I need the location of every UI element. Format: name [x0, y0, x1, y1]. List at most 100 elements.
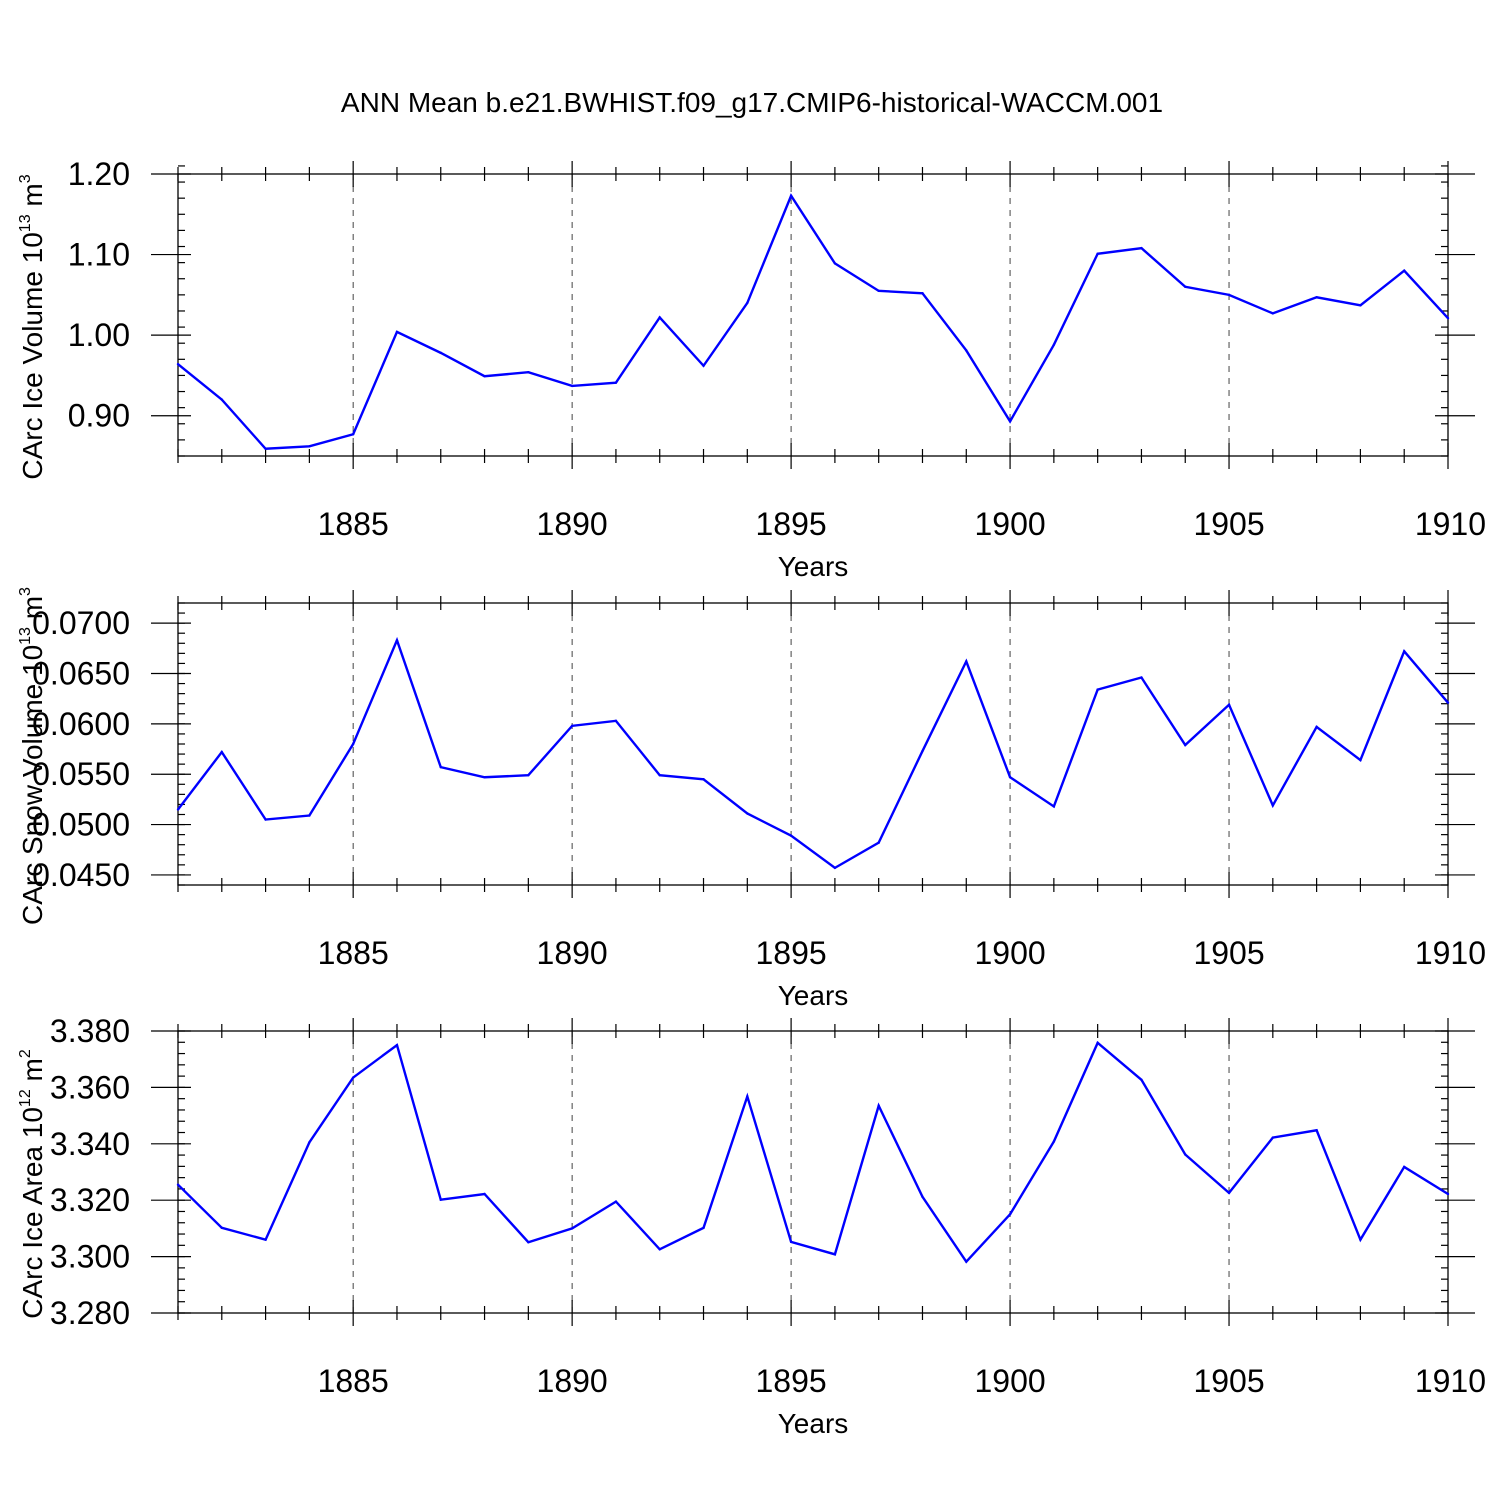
data-point [1315, 725, 1318, 729]
data-point [1315, 296, 1318, 299]
data-point [789, 194, 793, 197]
data-point [614, 1200, 618, 1203]
y-tick-label: 3.360 [50, 1069, 130, 1105]
data-point [1096, 688, 1099, 691]
y-tick-label: 0.0600 [32, 706, 130, 742]
plot-frame [177, 1030, 1449, 1314]
data-point [1008, 420, 1012, 423]
data-point [1184, 743, 1187, 747]
data-point [965, 1260, 968, 1263]
y-tick-label: 0.90 [68, 398, 130, 434]
data-point [658, 1248, 661, 1251]
data-point [220, 398, 223, 401]
data-point [921, 1195, 924, 1199]
data-point [965, 349, 968, 352]
data-point [702, 778, 705, 781]
x-tick-label: 1900 [974, 1363, 1045, 1399]
data-point [1184, 1153, 1187, 1156]
data-point [1140, 246, 1143, 250]
data-point [351, 742, 355, 746]
data-point [1403, 650, 1406, 653]
x-tick-label: 1890 [537, 935, 608, 971]
data-point [877, 289, 880, 293]
data-point [1008, 776, 1012, 779]
data-point [176, 1183, 180, 1186]
data-point [921, 749, 924, 753]
series-line [177, 1040, 1449, 1264]
y-tick-label: 0.0500 [32, 807, 130, 843]
data-point [1052, 805, 1056, 808]
series-line [177, 193, 1449, 450]
data-point [220, 1226, 223, 1230]
x-tick-label: 1885 [318, 935, 389, 971]
data-point [877, 1104, 880, 1107]
data-point [395, 330, 399, 334]
y-tick-label: 0.0550 [32, 756, 130, 792]
data-point [614, 719, 618, 723]
data-point [1446, 1192, 1450, 1196]
y-axis-title: CArc Ice Area 1012 m2 [17, 1049, 48, 1319]
data-point [789, 834, 793, 837]
data-point [351, 433, 355, 436]
data-point [483, 375, 486, 378]
data-point [483, 1192, 486, 1196]
data-point [570, 1227, 574, 1230]
data-point [1271, 804, 1275, 807]
y-tick-label: 1.10 [68, 237, 130, 273]
data-point [1008, 1213, 1012, 1216]
series-line [177, 636, 1449, 870]
data-point [351, 1076, 355, 1079]
data-point [1227, 703, 1231, 706]
data-point [1403, 1165, 1406, 1169]
data-point [308, 445, 311, 448]
x-tick-label: 1885 [318, 506, 389, 542]
data-point [1227, 293, 1231, 297]
data-point [921, 292, 924, 295]
x-tick-label: 1885 [318, 1363, 389, 1399]
x-tick-label: 1910 [1415, 935, 1486, 971]
data-point [220, 750, 223, 754]
y-tick-label: 3.380 [50, 1013, 130, 1049]
y-tick-label: 0.0450 [32, 857, 130, 893]
data-point [1359, 1238, 1362, 1241]
data-point [877, 841, 880, 844]
data-point [833, 866, 837, 870]
x-tick-label: 1895 [756, 1363, 827, 1399]
y-tick-label: 0.0650 [32, 656, 130, 692]
data-point [1359, 304, 1362, 307]
data-point [746, 812, 749, 815]
y-tick-label: 3.300 [50, 1239, 130, 1275]
data-point [1096, 252, 1099, 255]
data-point [527, 1241, 530, 1244]
data-point [264, 818, 267, 821]
y-tick-label: 1.20 [68, 156, 130, 192]
data-point [1140, 1078, 1143, 1081]
y-tick-label: 3.320 [50, 1182, 130, 1218]
data-point [1052, 343, 1056, 347]
plot-frame [177, 173, 1449, 457]
y-axis-title: CArc Ice Volume 1013 m3 [17, 174, 48, 479]
data-point [1446, 317, 1450, 320]
data-point [1096, 1041, 1099, 1045]
data-point [1184, 285, 1187, 288]
data-point [1227, 1191, 1231, 1195]
plot-frame [177, 602, 1449, 886]
x-tick-label: 1890 [537, 506, 608, 542]
data-point [1052, 1140, 1056, 1143]
x-tick-label: 1895 [756, 506, 827, 542]
y-tick-label: 0.0700 [32, 605, 130, 641]
panel-ice-volume: 0.90 1.00 1.10 1.20 1885 1890 1895 1900 1905 1910… [17, 156, 1486, 582]
x-axis-title: Years [778, 980, 849, 1011]
data-point [614, 381, 618, 384]
data-point [439, 1198, 442, 1201]
data-point [439, 351, 442, 355]
data-point [833, 262, 837, 265]
data-point [702, 1226, 705, 1230]
data-point [1140, 676, 1143, 679]
figure-title: ANN Mean b.e21.BWHIST.f09_g17.CMIP6-hist… [341, 87, 1163, 118]
data-point [176, 362, 180, 366]
y-tick-label: 3.280 [50, 1295, 130, 1331]
data-point [395, 1043, 399, 1047]
data-point [658, 774, 661, 777]
data-point [658, 316, 661, 319]
